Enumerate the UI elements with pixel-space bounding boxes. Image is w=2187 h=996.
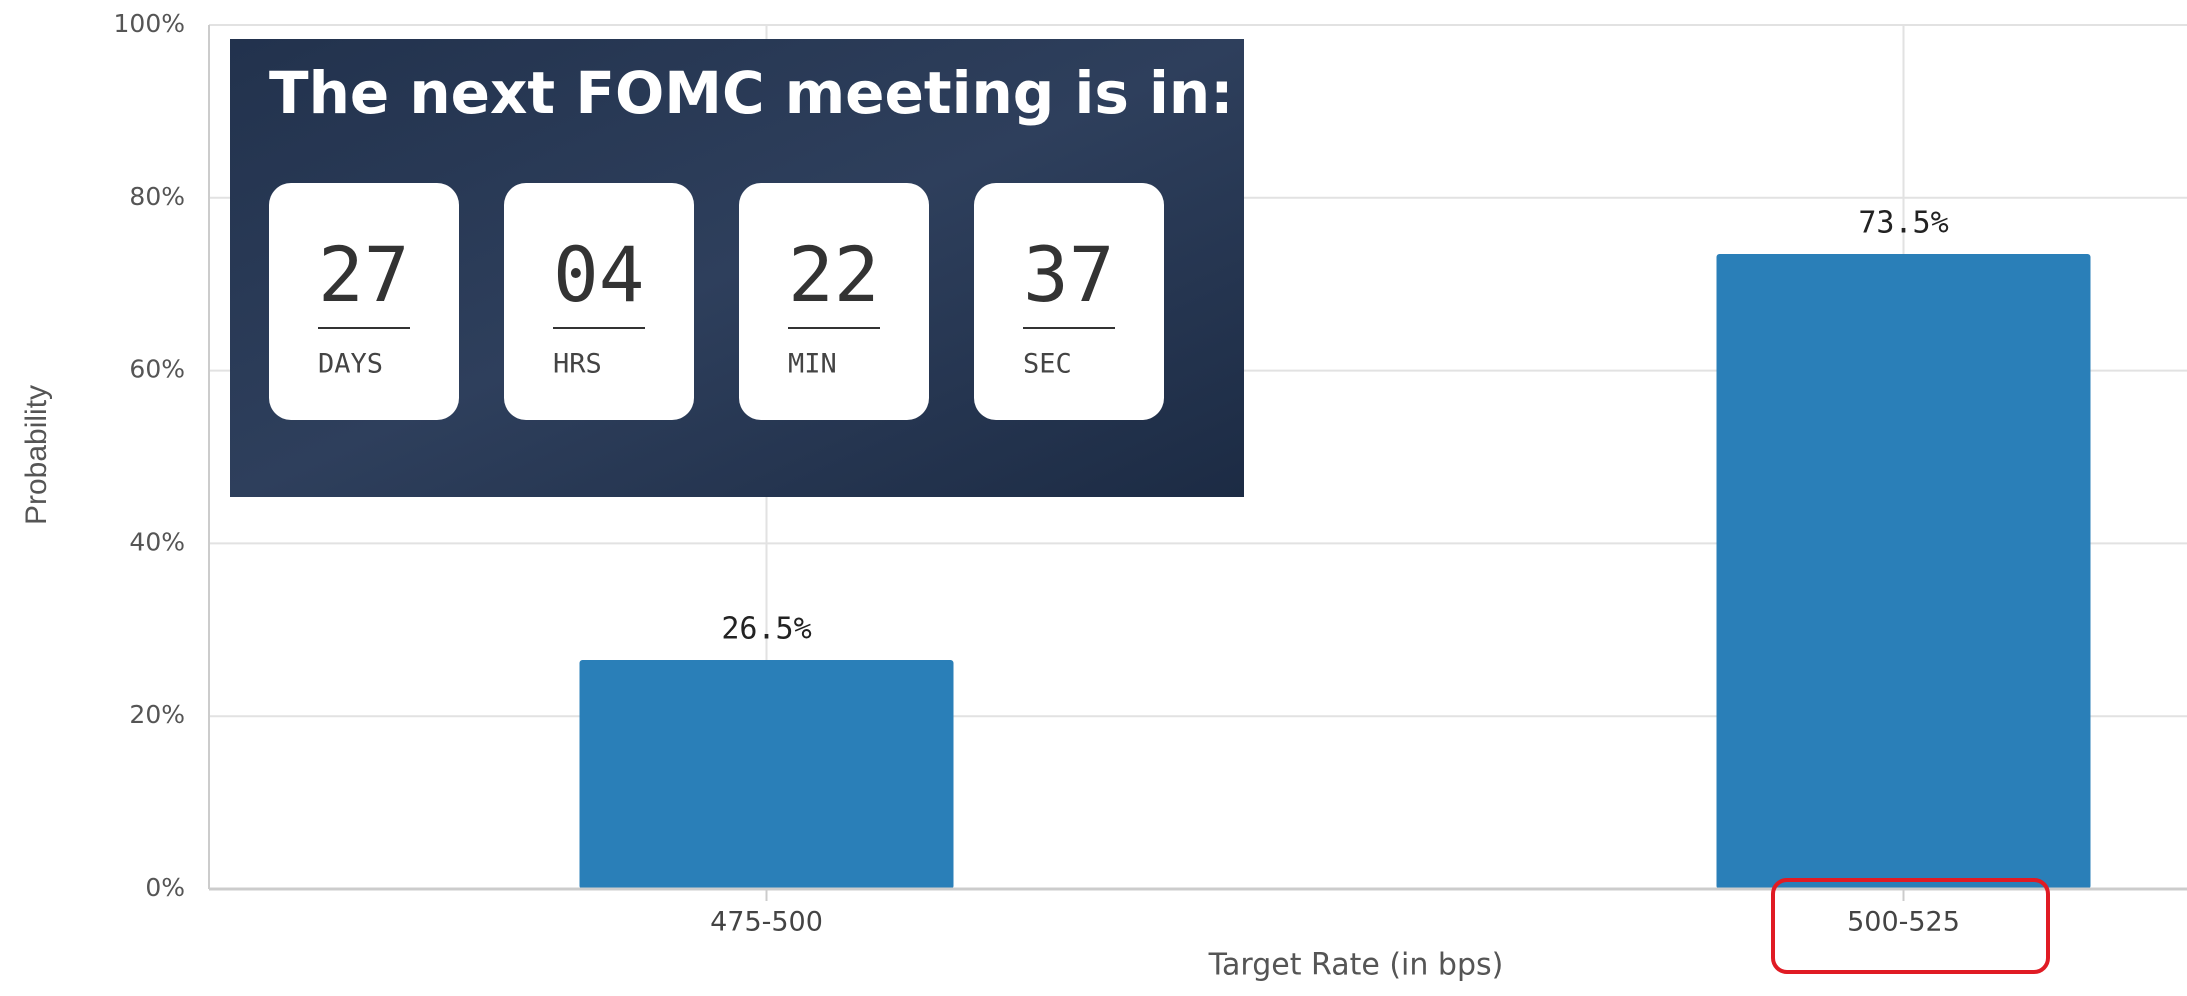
x-tick-label: 500-525 — [1847, 907, 1960, 938]
countdown-value: 22 — [788, 230, 880, 319]
y-tick-label: 60% — [129, 355, 185, 384]
banner-title: The next FOMC meeting is in: — [269, 59, 1233, 127]
x-tick-label: 475-500 — [710, 907, 823, 938]
value-label: 73.5% — [1858, 205, 1948, 240]
bar — [579, 660, 954, 889]
countdown-card — [504, 183, 694, 420]
countdown-value: 27 — [318, 230, 410, 319]
x-axis-title: Target Rate (in bps) — [1208, 948, 1504, 983]
highlight-box — [1771, 878, 2050, 974]
value-label: 26.5% — [721, 612, 811, 647]
countdown-card — [739, 183, 929, 420]
countdown-unit: MIN — [788, 349, 837, 380]
y-axis-title: Probability — [20, 385, 53, 525]
y-tick-label: 0% — [145, 873, 185, 902]
y-tick-label: 80% — [129, 182, 185, 211]
y-tick-label: 40% — [129, 527, 185, 556]
countdown-value: 37 — [1023, 230, 1115, 319]
countdown-unit: SEC — [1023, 349, 1072, 380]
y-tick-label: 20% — [129, 700, 185, 729]
bar — [1716, 253, 2091, 889]
y-tick-label: 100% — [114, 9, 185, 38]
countdown-unit: DAYS — [318, 349, 383, 380]
countdown-unit: HRS — [553, 349, 602, 380]
countdown-card — [974, 183, 1164, 420]
countdown-value: 04 — [553, 230, 645, 319]
countdown-banner: The next FOMC meeting is in: 27 DAYS 04 HRS… — [230, 39, 1244, 497]
countdown-card — [269, 183, 459, 420]
